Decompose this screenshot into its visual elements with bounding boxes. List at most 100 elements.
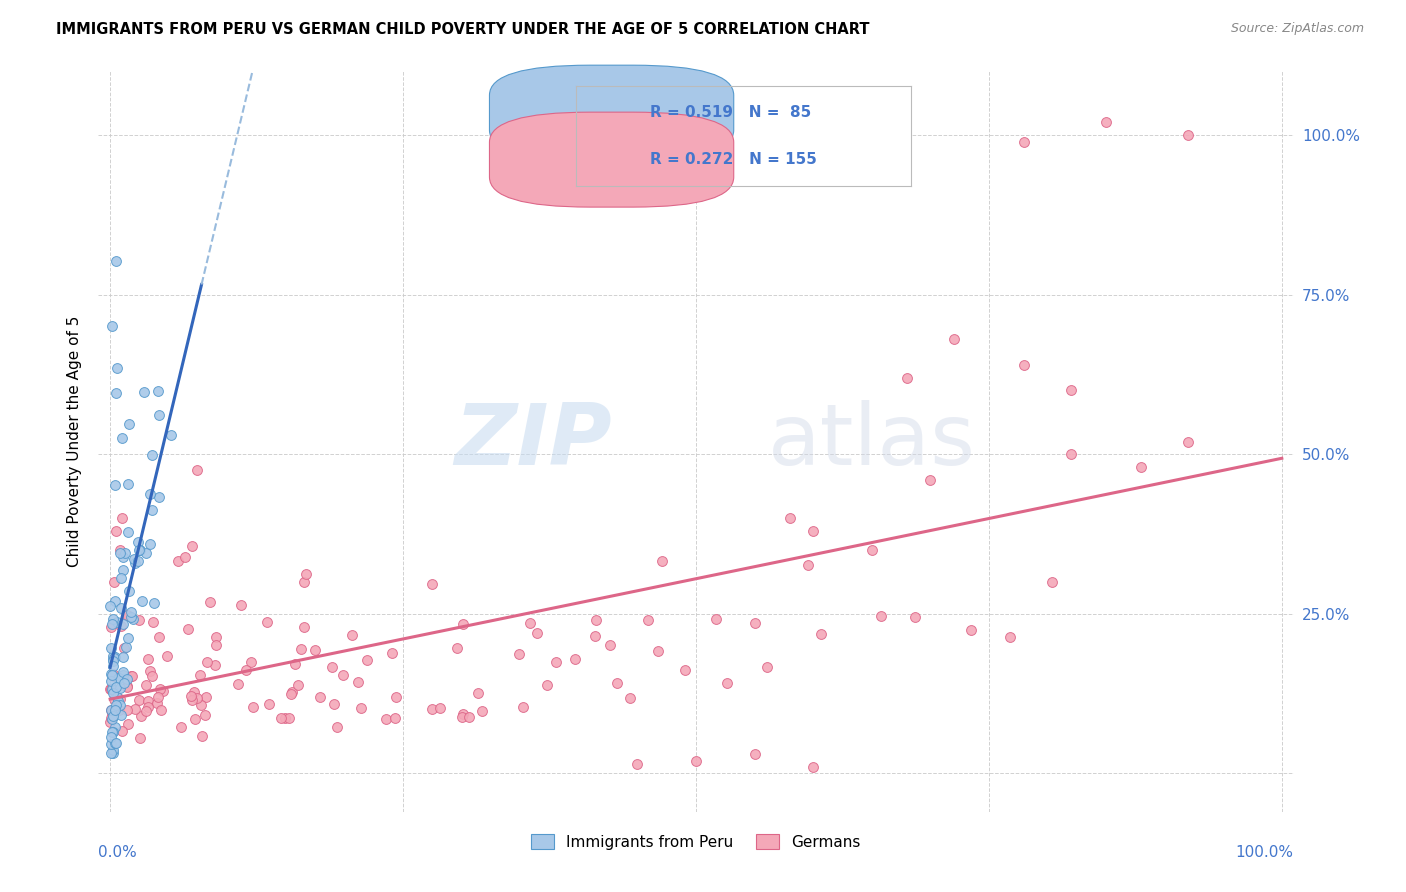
Text: 100.0%: 100.0%: [1236, 845, 1294, 860]
Point: [108, 543, 131, 558]
Point: [170, 720, 193, 734]
Point: [101, 667, 124, 681]
Point: [114, 546, 136, 560]
Point: [131, 594, 153, 608]
Point: [104, 593, 127, 607]
Point: [290, 642, 312, 657]
Point: [779, 511, 801, 525]
Point: [167, 553, 190, 567]
Point: [120, 669, 142, 683]
Point: [471, 705, 494, 719]
Point: [181, 693, 204, 707]
Point: [101, 686, 124, 700]
Point: [332, 668, 354, 682]
Point: [240, 655, 263, 669]
Point: [242, 699, 264, 714]
Point: [103, 724, 125, 739]
Point: [117, 476, 139, 491]
Text: atlas: atlas: [768, 400, 976, 483]
Point: [801, 760, 824, 774]
Point: [381, 646, 404, 660]
Point: [1177, 128, 1199, 143]
Point: [115, 679, 138, 693]
Point: [340, 627, 363, 641]
Point: [107, 694, 129, 708]
Point: [257, 698, 280, 712]
Point: [205, 631, 228, 645]
Point: [920, 473, 942, 487]
Point: [1040, 575, 1063, 590]
Point: [110, 619, 132, 633]
Point: [1177, 434, 1199, 449]
Point: [280, 687, 302, 701]
Point: [110, 571, 132, 585]
Legend: Immigrants from Peru, Germans: Immigrants from Peru, Germans: [524, 828, 868, 856]
Point: [111, 650, 134, 665]
Point: [308, 690, 330, 704]
Point: [270, 711, 292, 725]
Point: [184, 712, 207, 726]
Point: [128, 543, 150, 558]
Point: [420, 577, 443, 591]
Point: [101, 648, 124, 663]
Point: [174, 549, 197, 564]
Point: [278, 711, 301, 725]
Point: [583, 629, 606, 643]
Point: [146, 690, 169, 705]
Point: [860, 543, 883, 558]
Point: [536, 678, 558, 692]
Y-axis label: Child Poverty Under the Age of 5: Child Poverty Under the Age of 5: [67, 316, 83, 567]
Point: [148, 490, 170, 504]
Point: [451, 707, 474, 722]
Point: [564, 652, 586, 666]
Point: [141, 669, 163, 683]
Point: [110, 601, 132, 615]
Point: [138, 487, 160, 501]
Point: [647, 644, 669, 658]
Point: [103, 742, 125, 756]
Point: [226, 677, 249, 691]
Point: [146, 384, 169, 398]
Point: [148, 409, 170, 423]
Point: [1060, 447, 1083, 461]
Point: [111, 431, 134, 445]
Point: [942, 333, 965, 347]
Point: [100, 674, 122, 689]
Point: [129, 709, 152, 723]
Point: [110, 681, 132, 695]
Point: [101, 682, 124, 697]
Point: [118, 609, 141, 624]
Point: [384, 711, 406, 725]
Point: [904, 609, 927, 624]
Point: [619, 690, 641, 705]
Point: [451, 710, 474, 724]
Point: [626, 756, 648, 771]
Point: [467, 686, 489, 700]
Point: [599, 638, 621, 652]
Point: [1060, 384, 1083, 398]
Point: [321, 659, 343, 673]
Point: [128, 731, 150, 745]
Point: [145, 696, 167, 710]
Point: [295, 567, 318, 582]
Point: [512, 700, 534, 714]
Point: [103, 691, 125, 706]
Point: [98, 599, 121, 613]
Point: [112, 549, 135, 564]
Point: [101, 666, 124, 681]
Point: [104, 386, 127, 401]
Point: [186, 690, 208, 705]
Point: [141, 503, 163, 517]
Point: [105, 254, 128, 268]
Point: [256, 615, 278, 629]
Point: [637, 613, 659, 627]
Point: [673, 663, 696, 677]
Point: [139, 537, 162, 551]
Point: [128, 693, 150, 707]
Point: [156, 649, 179, 664]
Point: [446, 641, 468, 656]
Point: [112, 665, 135, 679]
Point: [142, 615, 165, 629]
Point: [139, 665, 162, 679]
Point: [128, 613, 150, 627]
